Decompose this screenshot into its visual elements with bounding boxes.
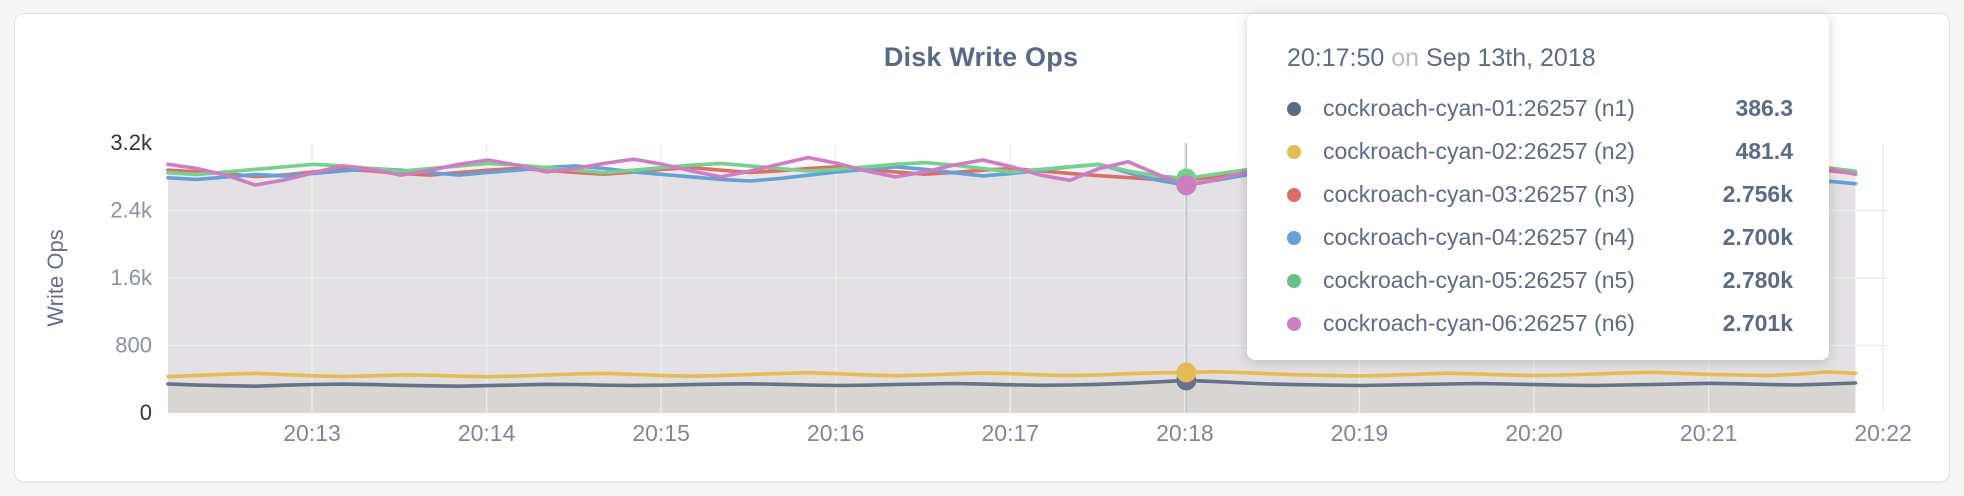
series-color-dot [1287,273,1301,288]
tooltip-date: Sep 13th, 2018 [1426,44,1596,72]
tooltip-conjunction: on [1391,44,1420,72]
y-tick-label-3.2k: 3.2k [110,130,153,155]
series-line-n1 [166,378,1858,389]
series-color-dot [1287,144,1301,159]
series-label: cockroach-cyan-01:26257 (n1) [1323,95,1635,121]
tooltip-series-row: cockroach-cyan-02:26257 (n2) 481.4 [1287,130,1793,173]
y-tick-label-800: 800 [115,332,152,357]
series-label: cockroach-cyan-03:26257 (n3) [1323,181,1635,207]
y-axis-title: Write Ops [43,229,68,326]
series-value: 2.756k [1722,181,1793,207]
series-color-dot [1287,101,1301,116]
series-label: cockroach-cyan-06:26257 (n6) [1323,310,1635,336]
chart-title: Disk Write Ops [883,42,1079,72]
series-value: 2.780k [1722,267,1793,293]
series-area-n2 [168,371,1856,413]
x-tick-label-20:20: 20:20 [1505,420,1563,446]
series-value: 2.701k [1722,310,1793,336]
hover-tooltip: 20:17:50 on Sep 13th, 2018 cockroach-cya… [1247,14,1829,360]
y-tick-label-1.6k: 1.6k [110,265,153,290]
x-tick-label-20:19: 20:19 [1331,420,1389,446]
x-tick-label-20:21: 20:21 [1680,420,1738,446]
tooltip-time: 20:17:50 [1287,44,1385,72]
tooltip-header: 20:17:50 on Sep 13th, 2018 [1287,44,1793,73]
x-tick-label-20:17: 20:17 [982,420,1040,446]
series-label: cockroach-cyan-02:26257 (n2) [1323,138,1635,164]
tooltip-series-row: cockroach-cyan-04:26257 (n4) 2.700k [1287,216,1793,259]
x-tick-label-20:18: 20:18 [1156,420,1214,446]
series-value: 386.3 [1735,95,1793,121]
x-tick-label-20:14: 20:14 [458,420,516,446]
series-color-dot [1287,230,1301,245]
y-tick-label-0: 0 [140,400,152,425]
series-value: 2.700k [1722,224,1793,250]
hover-dot-n2 [1176,362,1197,383]
series-label: cockroach-cyan-04:26257 (n4) [1323,224,1635,250]
series-label: cockroach-cyan-05:26257 (n5) [1323,267,1635,293]
tooltip-series-row: cockroach-cyan-01:26257 (n1) 386.3 [1287,87,1793,130]
tooltip-series-row: cockroach-cyan-05:26257 (n5) 2.780k [1287,259,1793,302]
x-tick-label-20:16: 20:16 [807,420,865,446]
hover-dot-n6 [1176,175,1197,196]
x-tick-label-20:22: 20:22 [1854,420,1912,446]
series-value: 481.4 [1735,138,1793,164]
series-line-n2 [166,369,1858,379]
series-color-dot [1287,187,1301,202]
x-tick-label-20:13: 20:13 [283,420,341,446]
series-area-n1 [168,380,1856,413]
x-tick-label-20:15: 20:15 [632,420,690,446]
tooltip-series-row: cockroach-cyan-03:26257 (n3) 2.756k [1287,173,1793,216]
tooltip-series-row: cockroach-cyan-06:26257 (n6) 2.701k [1287,302,1793,345]
series-color-dot [1287,316,1301,331]
y-tick-label-2.4k: 2.4k [110,197,153,222]
